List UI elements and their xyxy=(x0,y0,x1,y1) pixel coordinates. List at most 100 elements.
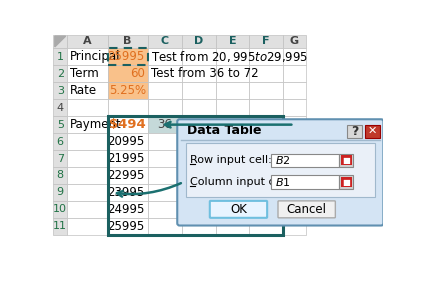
Bar xyxy=(67,99,107,116)
Text: 54: 54 xyxy=(225,118,240,131)
Bar xyxy=(282,201,306,218)
Bar xyxy=(107,48,148,65)
Bar xyxy=(53,201,67,218)
FancyBboxPatch shape xyxy=(278,201,335,218)
Text: Test from $20,995 to $29,995: Test from $20,995 to $29,995 xyxy=(151,49,308,65)
Bar xyxy=(249,116,282,133)
Bar xyxy=(282,150,306,167)
Bar xyxy=(107,99,148,116)
Bar xyxy=(249,184,282,201)
Bar xyxy=(182,218,216,235)
Bar xyxy=(182,99,216,116)
Bar xyxy=(107,201,148,218)
Text: 5.25%: 5.25% xyxy=(109,84,146,97)
Bar xyxy=(347,125,363,138)
Bar xyxy=(67,167,107,184)
Bar xyxy=(182,48,216,65)
Text: 20995: 20995 xyxy=(107,135,145,148)
Bar xyxy=(148,35,182,48)
Polygon shape xyxy=(55,36,66,47)
Bar xyxy=(216,116,249,133)
Bar xyxy=(182,65,216,82)
Bar xyxy=(282,218,306,235)
Bar xyxy=(216,167,249,184)
Bar xyxy=(182,184,216,201)
Text: E: E xyxy=(229,37,236,46)
Bar xyxy=(67,150,107,167)
Bar xyxy=(148,65,182,82)
Bar xyxy=(341,156,351,166)
Bar xyxy=(282,184,306,201)
Text: Test from 36 to 72: Test from 36 to 72 xyxy=(151,67,259,80)
Text: 8: 8 xyxy=(57,170,64,181)
Bar xyxy=(67,218,107,235)
Bar xyxy=(249,201,282,218)
Bar xyxy=(67,48,107,65)
Text: ■: ■ xyxy=(342,156,350,165)
Bar xyxy=(148,150,182,167)
Bar xyxy=(341,177,351,187)
Bar xyxy=(182,150,216,167)
Bar xyxy=(216,99,249,116)
Bar xyxy=(186,143,375,197)
Bar xyxy=(249,133,282,150)
Bar xyxy=(282,99,306,116)
Text: 11: 11 xyxy=(53,221,67,231)
Bar xyxy=(53,35,67,48)
Bar xyxy=(249,99,282,116)
Text: D: D xyxy=(194,37,204,46)
Bar xyxy=(182,133,216,150)
Bar xyxy=(107,82,148,99)
Text: Row input cell:: Row input cell: xyxy=(190,155,272,165)
Bar xyxy=(216,201,249,218)
Bar xyxy=(67,35,107,48)
Bar xyxy=(216,82,249,99)
Bar xyxy=(107,218,148,235)
Text: 1: 1 xyxy=(57,52,64,62)
Text: 60: 60 xyxy=(130,67,145,80)
Text: 5: 5 xyxy=(57,120,64,130)
Bar xyxy=(249,218,282,235)
Bar xyxy=(182,201,216,218)
Text: ?: ? xyxy=(351,125,358,138)
Text: $B$2: $B$2 xyxy=(275,154,291,166)
Text: Principal: Principal xyxy=(70,50,121,63)
Bar xyxy=(107,133,148,150)
Bar xyxy=(216,65,249,82)
Text: ✕: ✕ xyxy=(368,126,377,136)
Bar xyxy=(148,184,182,201)
Bar xyxy=(107,65,148,82)
Bar xyxy=(107,116,148,133)
Bar xyxy=(53,48,67,65)
Text: 48: 48 xyxy=(192,118,206,131)
Text: 6: 6 xyxy=(57,137,64,147)
Text: 23995: 23995 xyxy=(107,186,145,199)
Bar xyxy=(182,167,216,184)
Text: 24995: 24995 xyxy=(107,203,145,216)
Bar xyxy=(216,35,249,48)
Bar xyxy=(67,184,107,201)
Bar xyxy=(339,154,353,167)
Bar xyxy=(182,82,216,99)
Bar xyxy=(182,35,216,48)
Bar xyxy=(53,184,67,201)
Bar xyxy=(216,218,249,235)
Bar xyxy=(148,218,182,235)
Bar xyxy=(107,167,148,184)
Bar xyxy=(216,150,249,167)
Bar xyxy=(249,65,282,82)
Text: 25995: 25995 xyxy=(107,220,145,233)
Bar xyxy=(107,184,148,201)
Bar xyxy=(53,218,67,235)
Bar xyxy=(282,48,306,65)
Bar xyxy=(67,82,107,99)
Text: Cancel: Cancel xyxy=(287,203,327,216)
Bar xyxy=(148,99,182,116)
Text: C: C xyxy=(161,37,169,46)
Bar xyxy=(107,48,148,65)
Text: 4: 4 xyxy=(57,103,64,113)
Bar xyxy=(53,150,67,167)
FancyBboxPatch shape xyxy=(210,201,267,218)
Bar xyxy=(107,35,148,48)
Bar xyxy=(148,201,182,218)
